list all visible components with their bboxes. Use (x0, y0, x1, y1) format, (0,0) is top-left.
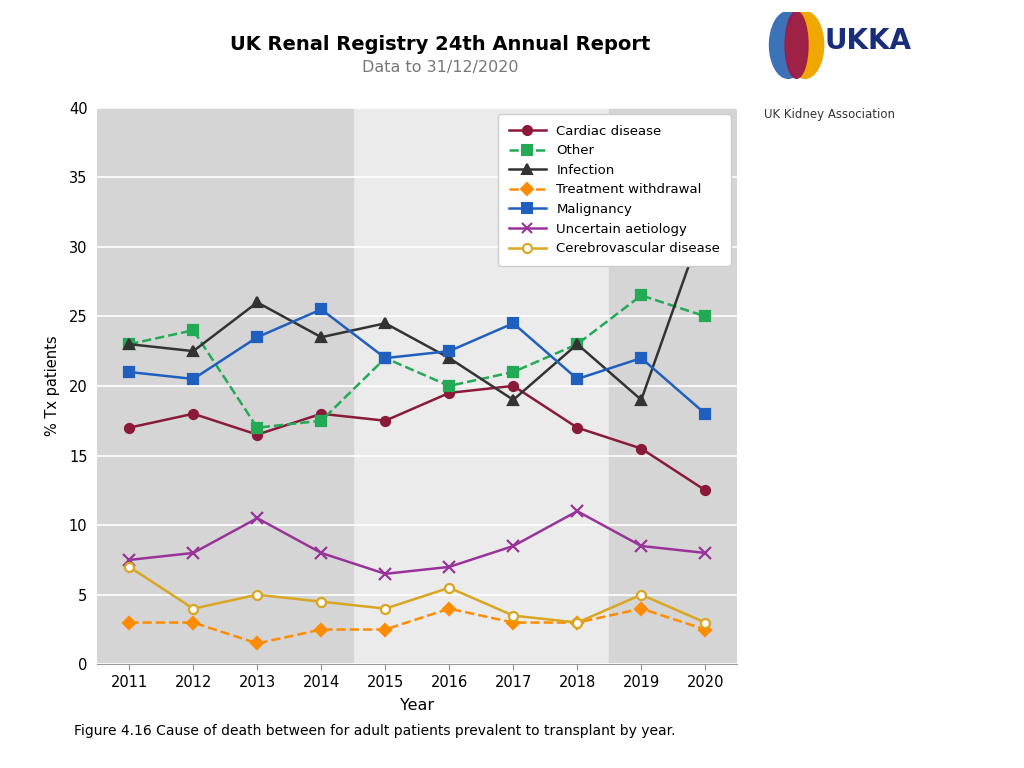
Text: Data to 31/12/2020: Data to 31/12/2020 (362, 60, 518, 75)
Legend: Cardiac disease, Other, Infection, Treatment withdrawal, Malignancy, Uncertain a: Cardiac disease, Other, Infection, Treat… (499, 114, 731, 266)
Bar (609, 108, 737, 664)
Text: UKKA: UKKA (824, 27, 911, 55)
Text: UK Renal Registry 24th Annual Report: UK Renal Registry 24th Annual Report (230, 35, 650, 54)
Ellipse shape (769, 12, 807, 78)
Text: UK Kidney Association: UK Kidney Association (764, 108, 895, 121)
Text: Figure 4.16 Cause of death between for adult patients prevalent to transplant by: Figure 4.16 Cause of death between for a… (74, 724, 675, 738)
X-axis label: Year: Year (400, 698, 434, 713)
Y-axis label: % Tx patients: % Tx patients (45, 336, 60, 436)
Bar (97, 108, 353, 664)
Ellipse shape (785, 12, 808, 78)
Ellipse shape (786, 12, 823, 78)
